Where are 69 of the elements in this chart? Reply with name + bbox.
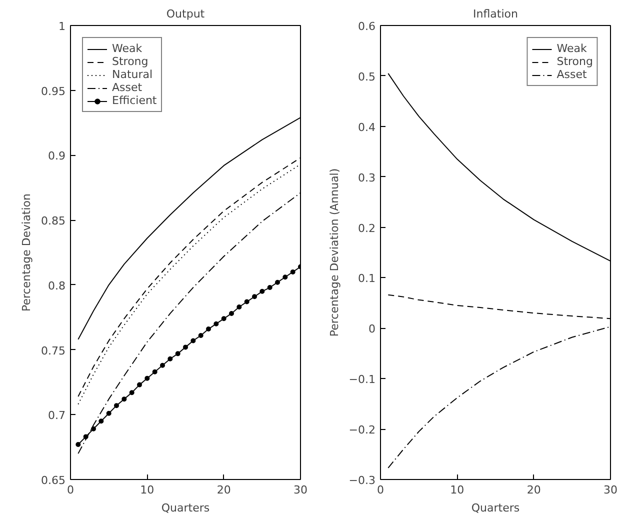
point (175, 351, 180, 356)
y-axis-title: Percentage Deviation (Annual) (328, 168, 341, 337)
x-axis-title: Quarters (161, 502, 210, 514)
y-tick-label: 0.2 (358, 222, 376, 235)
point (91, 426, 96, 432)
x-tick-label: 20 (216, 484, 231, 496)
y-tick-label: −0.2 (348, 424, 376, 437)
point (252, 294, 257, 300)
legend-label: Efficient (112, 94, 157, 107)
point (282, 274, 288, 280)
chart-title: Inflation (473, 8, 518, 20)
point (290, 269, 296, 274)
point (114, 403, 119, 408)
x-tick-label: 10 (450, 484, 464, 496)
point (236, 304, 242, 310)
y-axis-title: Percentage Deviation (20, 193, 34, 312)
point (190, 338, 196, 344)
x-tick-label: 30 (604, 484, 618, 496)
x-tick-label: 20 (526, 484, 541, 496)
y-tick-label: 0.75 (41, 344, 66, 358)
point (76, 442, 81, 447)
point (214, 321, 219, 326)
point (267, 285, 272, 290)
y-tick-label: 0.9 (48, 150, 66, 163)
y-tick-label: 0 (368, 322, 376, 336)
x-tick-label: 30 (294, 484, 308, 496)
legend-label: Strong (112, 55, 148, 68)
point (160, 362, 165, 368)
y-tick-label: 0.1 (358, 272, 376, 286)
x-tick-label: 0 (67, 484, 74, 496)
point (122, 396, 127, 402)
y-tick-label: −0.1 (348, 373, 376, 386)
point (275, 280, 280, 285)
point (183, 344, 188, 350)
legend-label: Asset (112, 81, 142, 94)
legend-label: Asset (556, 68, 587, 81)
legend-label: Natural (112, 68, 153, 81)
x-tick-label: 0 (377, 484, 384, 496)
y-tick-label: 1 (58, 20, 66, 33)
y-tick-label: 0.4 (358, 120, 376, 134)
point (106, 410, 112, 416)
point (144, 376, 150, 381)
point (229, 310, 234, 316)
point (260, 288, 265, 294)
point (168, 356, 173, 362)
chart-title: Output (166, 8, 206, 20)
point (152, 369, 158, 374)
y-tick-label: 0.65 (41, 474, 66, 487)
x-axis-title: Quarters (471, 502, 520, 514)
y-tick-label: 0.5 (358, 70, 376, 84)
x-tick-label: 10 (140, 484, 154, 496)
y-tick-label: −0.3 (348, 474, 376, 487)
point (129, 390, 134, 396)
y-tick-label: 0.85 (41, 214, 66, 228)
point (221, 316, 226, 322)
legend-label: Weak (556, 42, 587, 55)
y-tick-label: 0.8 (48, 279, 66, 292)
point (98, 418, 104, 424)
point (198, 333, 204, 338)
point (137, 382, 142, 388)
point (83, 434, 88, 440)
legend-label: Weak (112, 42, 142, 55)
y-tick-label: 0.3 (358, 171, 376, 184)
y-tick-label: 0.6 (358, 20, 376, 33)
legend-label: Strong (556, 55, 593, 68)
y-tick-label: 0.95 (41, 84, 66, 98)
y-tick-label: 0.7 (48, 409, 66, 422)
point (206, 326, 211, 332)
point (244, 299, 250, 304)
